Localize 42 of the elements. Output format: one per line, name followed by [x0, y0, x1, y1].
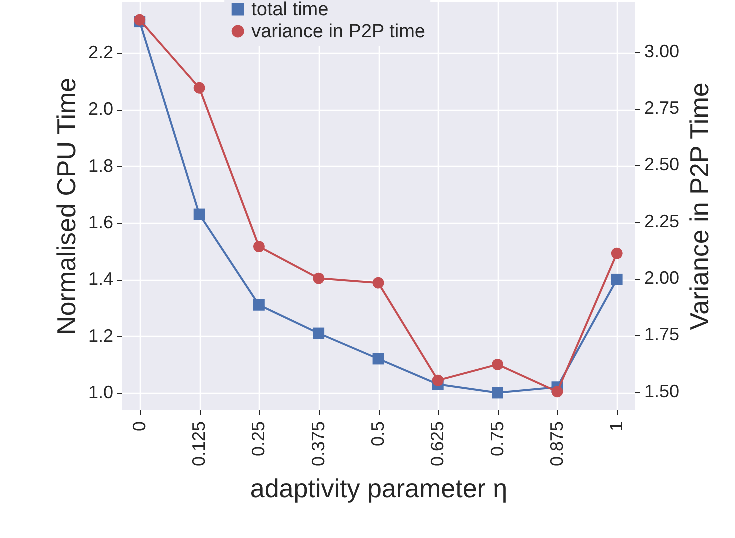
point — [194, 82, 206, 94]
legend-label: variance in P2P time — [252, 22, 426, 42]
point — [492, 387, 504, 399]
y2-tick-label: 1.50 — [644, 381, 680, 402]
point — [611, 248, 623, 260]
x-tick-label: 0.875 — [546, 422, 567, 467]
point — [432, 374, 444, 386]
y-tick-label: 2.2 — [88, 42, 114, 62]
x-tick-label: 0.5 — [368, 422, 388, 447]
point — [552, 386, 564, 398]
x-tick-label: 0.25 — [248, 422, 269, 457]
y-tick-label: 1.8 — [88, 156, 114, 176]
point — [253, 241, 265, 252]
y2-tick-label: 2.50 — [644, 154, 680, 175]
point — [194, 208, 206, 220]
x-tick-label: 0.125 — [189, 422, 210, 467]
y-tick-label: 1.0 — [88, 382, 114, 402]
point — [372, 277, 384, 289]
point — [313, 328, 325, 340]
y2-axis-title: Variance in P2P Time — [684, 82, 715, 330]
x-tick-label: 1 — [606, 422, 627, 432]
y-axis-title: Normalised CPU Time — [51, 78, 82, 336]
point — [253, 299, 265, 311]
legend-label: total time — [252, 0, 329, 20]
point — [492, 358, 504, 370]
y2-tick-label: 2.75 — [644, 98, 680, 118]
y2-tick-label: 3.00 — [644, 41, 680, 62]
y-tick-label: 1.4 — [88, 269, 114, 290]
y-tick-label: 2.0 — [88, 99, 114, 120]
x-tick-label: 0 — [129, 422, 150, 432]
y2-tick-label: 2.25 — [644, 211, 680, 232]
x-tick-label: 0.625 — [428, 422, 448, 467]
point — [313, 272, 325, 284]
y2-tick-label: 1.75 — [644, 324, 680, 345]
point — [611, 274, 623, 286]
x-tick-label: 0.75 — [487, 422, 508, 457]
y-tick-label: 1.2 — [88, 326, 114, 346]
y-tick-label: 1.6 — [88, 212, 114, 232]
point — [372, 353, 384, 365]
y2-tick-label: 2.00 — [644, 268, 680, 288]
x-axis-title: adaptivity parameter η — [250, 474, 508, 504]
x-tick-label: 0.375 — [308, 422, 328, 467]
